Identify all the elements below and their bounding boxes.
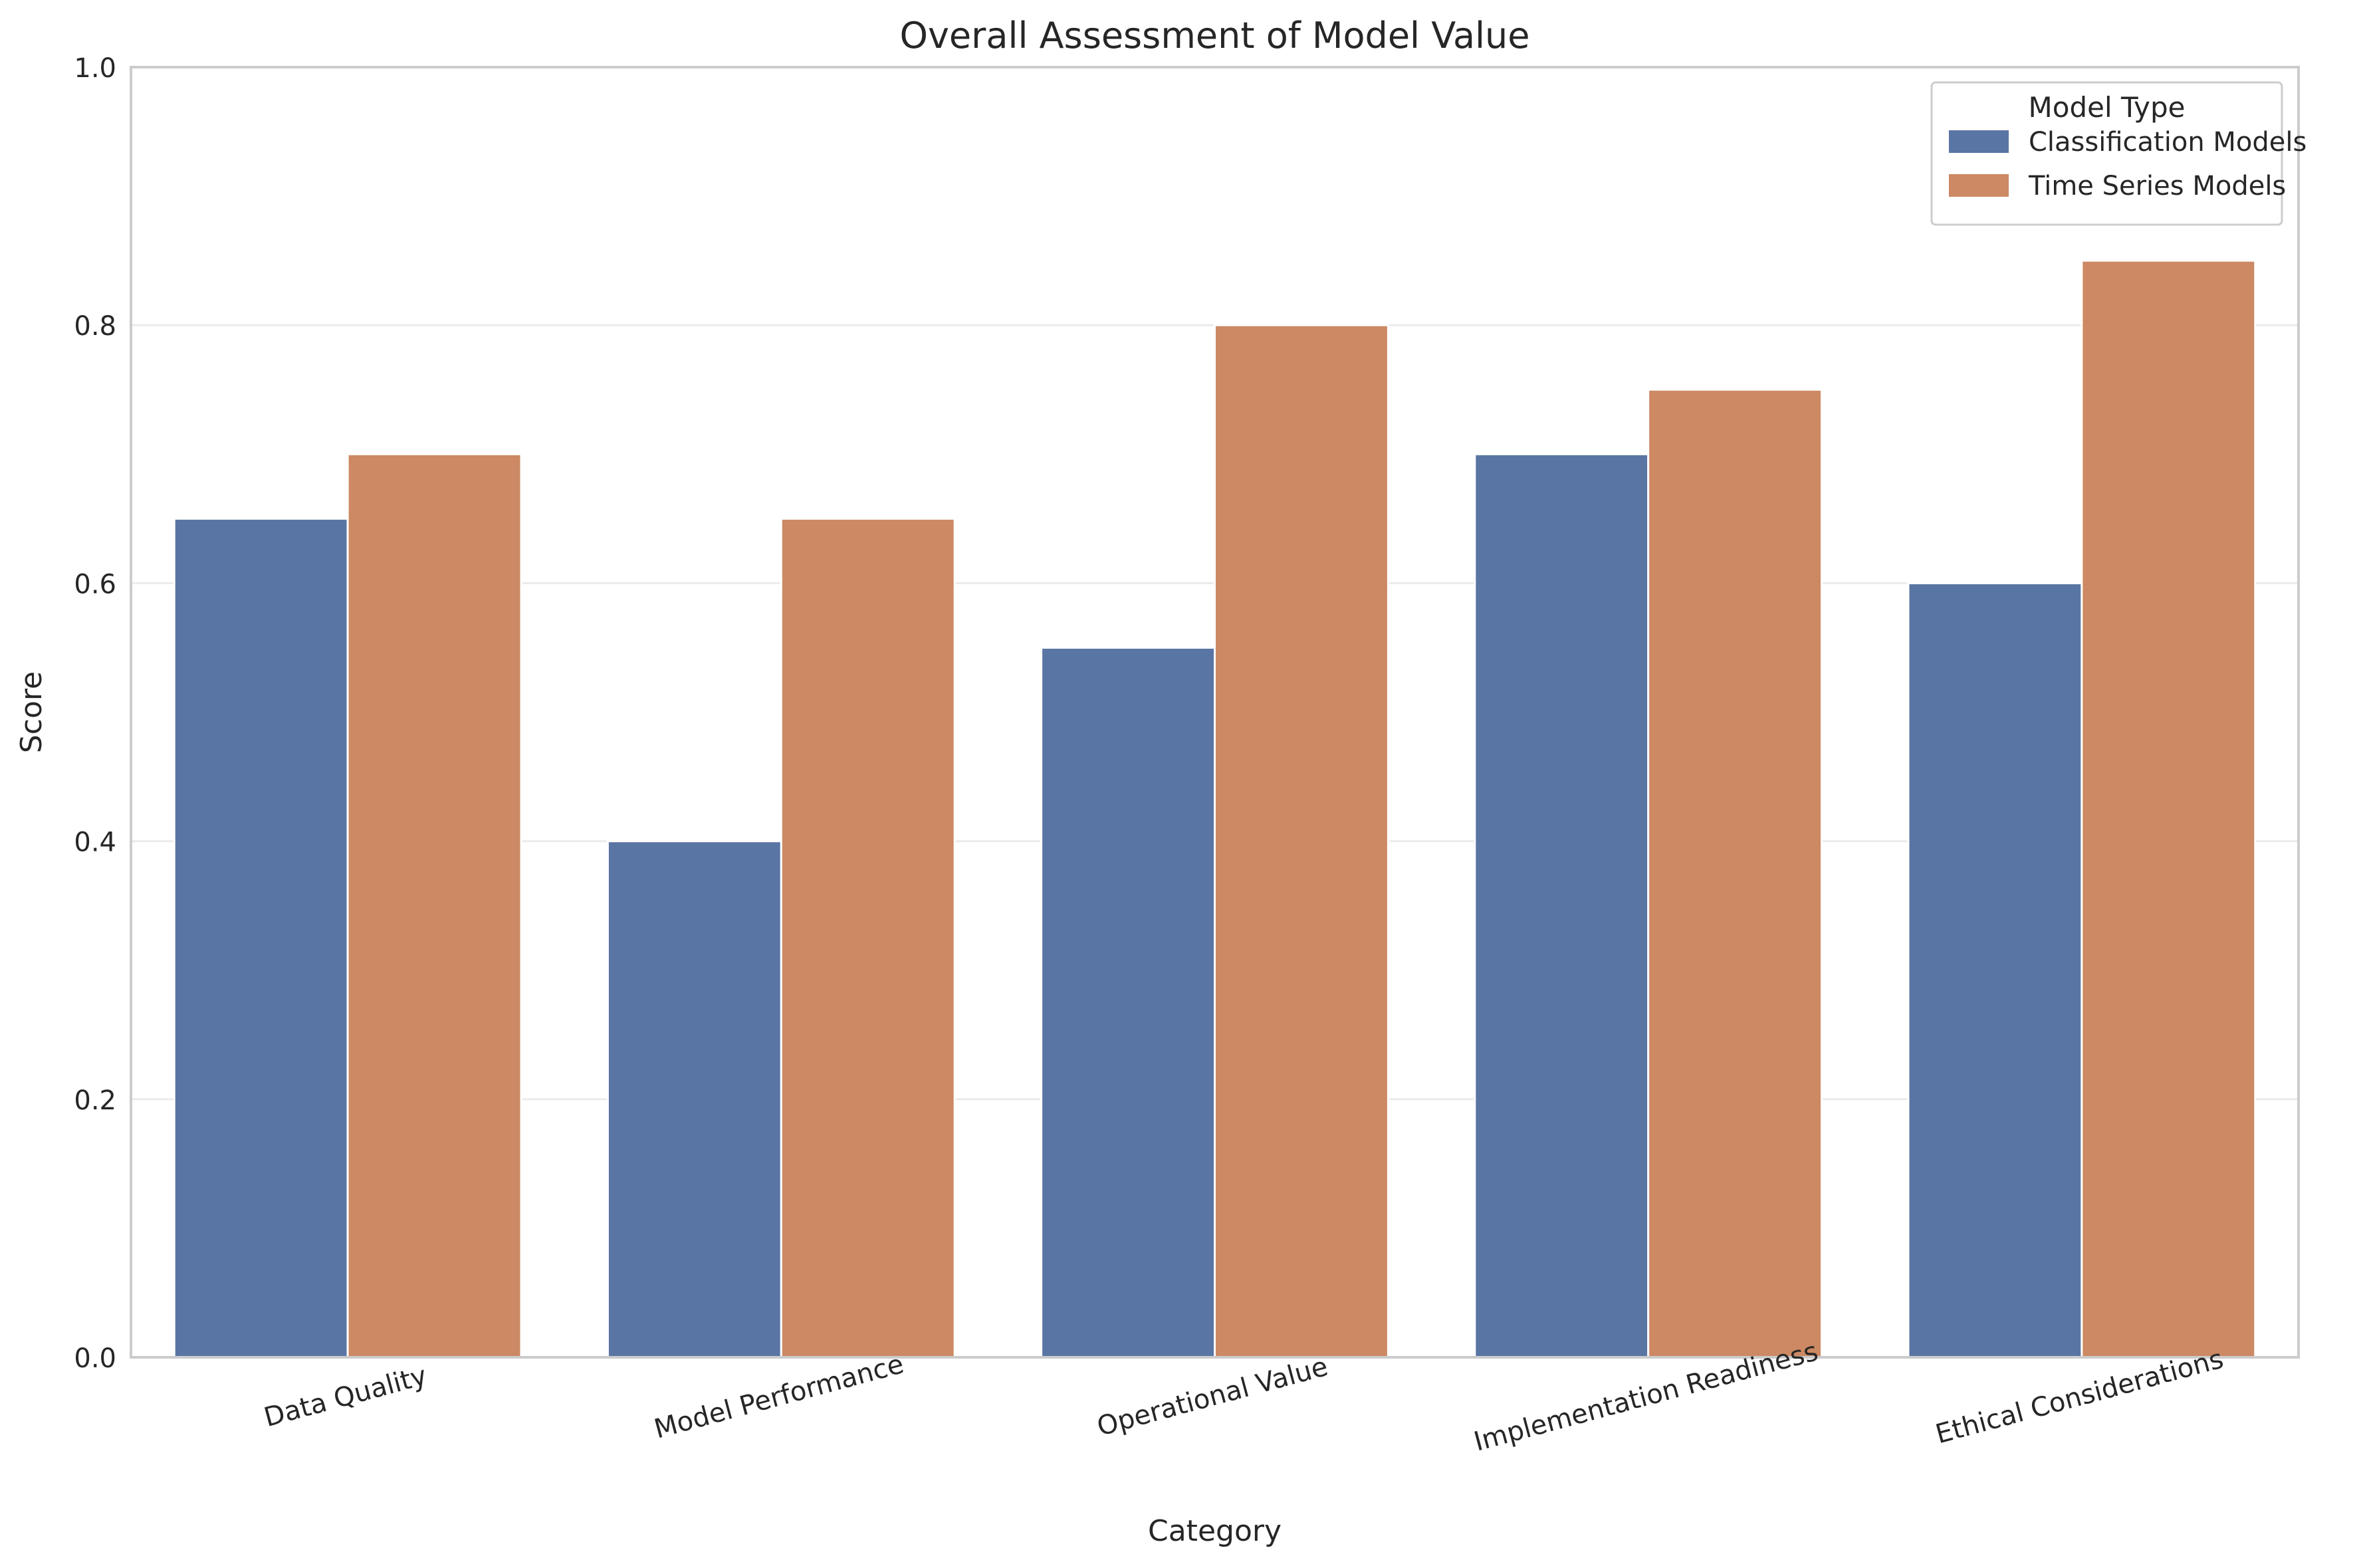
bar (780, 517, 956, 1359)
legend-items: Classification Models Time Series Models (1949, 127, 2306, 201)
legend-label: Time Series Models (2028, 171, 2286, 201)
bars (173, 259, 2257, 1359)
bar (346, 453, 522, 1359)
bar (2080, 259, 2257, 1359)
y-tick-label: 0.0 (74, 1343, 116, 1374)
y-tick-label: 0.4 (74, 828, 116, 858)
legend-swatch (1949, 174, 2009, 197)
y-tick-label: 0.8 (74, 311, 116, 342)
bar (1214, 324, 1389, 1359)
legend-swatch (1949, 130, 2009, 153)
y-tick-label: 0.6 (74, 569, 116, 600)
legend-label: Classification Models (2029, 127, 2306, 158)
bar (1647, 388, 1823, 1359)
bar (1474, 453, 1650, 1359)
y-tick-label: 0.2 (74, 1085, 116, 1116)
x-axis-label: Category (1148, 1514, 1282, 1548)
bar (173, 517, 349, 1359)
y-axis-label: Score (15, 671, 49, 753)
legend-box (1930, 81, 2283, 226)
chart-title: Overall Assessment of Model Value (899, 15, 1529, 56)
legend-title: Model Type (2029, 91, 2186, 124)
legend: Model Type Classification Models Time Ser… (1930, 81, 2306, 226)
bar (1040, 646, 1216, 1359)
plot-frame (130, 66, 2300, 1359)
y-tick-label: 1.0 (74, 53, 116, 84)
y-tick-labels: 0.0 0.2 0.4 0.6 0.8 1.0 (74, 53, 116, 1374)
bar (1907, 582, 2083, 1359)
bar (606, 840, 782, 1359)
